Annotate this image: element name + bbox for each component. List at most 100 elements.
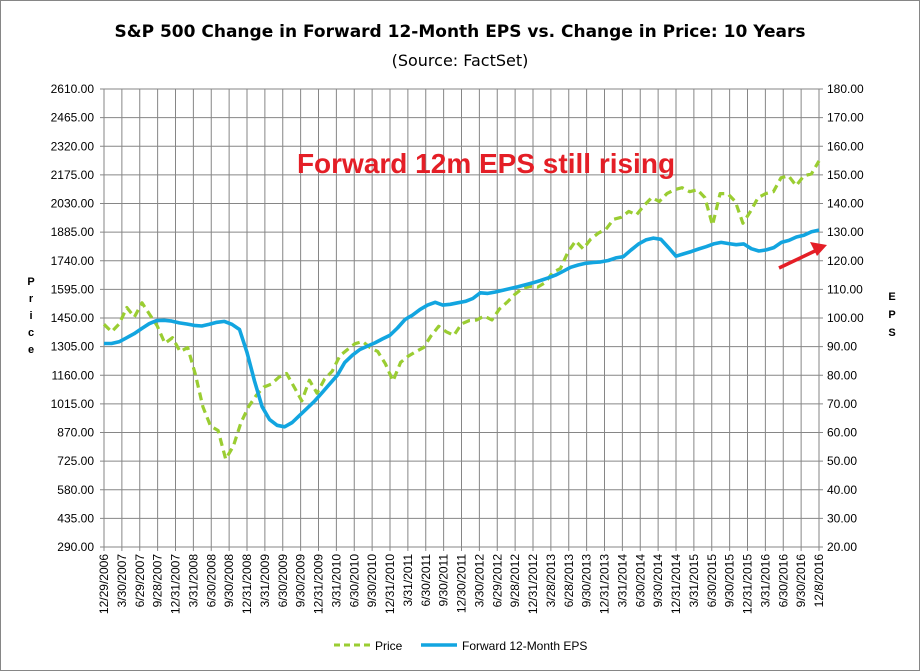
x-tick-label: 12/31/2015 — [741, 554, 755, 614]
x-tick-label: 3/31/2014 — [615, 554, 629, 608]
right-tick-label: 130.00 — [827, 225, 864, 239]
x-tick-label: 3/31/2008 — [186, 554, 200, 608]
left-axis-title-letter: i — [29, 310, 32, 322]
x-tick-label: 9/30/2008 — [222, 554, 236, 608]
x-tick-label: 12/31/2007 — [169, 554, 183, 614]
eps-series-line — [104, 228, 820, 429]
right-tick-label: 110.00 — [827, 282, 863, 296]
left-tick-label: 1885.00 — [51, 225, 95, 239]
left-tick-label: 1305.00 — [51, 340, 95, 354]
right-tick-label: 180.00 — [827, 82, 864, 96]
right-tick-label: 170.00 — [827, 111, 864, 125]
right-tick-label: 20.00 — [827, 540, 857, 554]
right-tick-label: 120.00 — [827, 254, 864, 268]
left-axis-labels: 2610.00 2465.00 2320.00 2175.00 2030.00 1885.… — [51, 82, 95, 554]
x-tick-label: 3/31/2010 — [329, 554, 343, 608]
x-tick-label: 12/31/2012 — [526, 554, 540, 614]
x-tick-label: 9/30/2010 — [365, 554, 379, 608]
x-tick-label: 6/30/2016 — [776, 554, 790, 608]
x-tick-label: 9/30/2015 — [723, 554, 737, 608]
right-tick-label: 30.00 — [827, 511, 857, 525]
right-axis-labels: 180.00 170.00 160.00 150.00 140.00 130.00 120.… — [827, 82, 864, 554]
left-tick-label: 725.00 — [57, 454, 94, 468]
right-tick-label: 50.00 — [827, 454, 857, 468]
left-tick-label: 2465.00 — [51, 111, 95, 125]
right-tick-label: 90.00 — [827, 340, 857, 354]
left-tick-label: 1450.00 — [51, 311, 95, 325]
x-tick-label: 3/31/2016 — [758, 554, 772, 608]
x-tick-label: 3/28/2013 — [544, 554, 558, 608]
right-tick-label: 70.00 — [827, 397, 857, 411]
right-tick-label: 100.00 — [827, 311, 864, 325]
left-tick-label: 435.00 — [57, 511, 94, 525]
x-tick-label: 3/31/2015 — [687, 554, 701, 608]
right-axis-title: EPS — [888, 291, 895, 339]
price-series-line — [102, 160, 821, 461]
x-tick-label: 9/30/2013 — [580, 554, 594, 608]
left-axis-title-letter: e — [28, 344, 34, 356]
right-tick-label: 40.00 — [827, 483, 857, 497]
x-tick-label: 12/31/2009 — [312, 554, 326, 614]
chart-subtitle: (Source: FactSet) — [392, 51, 529, 70]
x-tick-label: 6/30/2011 — [419, 554, 433, 607]
x-tick-label: 6/29/2012 — [490, 554, 504, 608]
x-tick-label: 12/31/2013 — [598, 554, 612, 614]
x-tick-label: 6/30/2010 — [347, 554, 361, 608]
legend-eps-label: Forward 12-Month EPS — [462, 639, 587, 653]
right-axis-title-letter: E — [888, 291, 895, 303]
x-tick-label: 12/29/2006 — [97, 554, 111, 614]
left-tick-label: 1015.00 — [51, 397, 95, 411]
left-tick-label: 1160.00 — [52, 368, 95, 382]
x-tick-label: 12/31/2014 — [669, 554, 683, 614]
x-tick-label: 6/30/2008 — [204, 554, 218, 608]
right-tick-label: 140.00 — [827, 197, 864, 211]
right-axis-title-letter: S — [888, 327, 895, 339]
left-tick-label: 580.00 — [57, 483, 94, 497]
left-axis-title-letter: P — [27, 276, 34, 288]
left-tick-label: 1595.00 — [51, 282, 95, 296]
x-tick-label: 3/30/2012 — [472, 554, 486, 608]
x-tick-label: 12/8/2016 — [812, 554, 826, 608]
left-axis-title-letter: r — [29, 293, 34, 305]
x-tick-label: 12/31/2008 — [240, 554, 254, 614]
left-axis-title: Price — [27, 276, 34, 356]
legend: Price Forward 12-Month EPS — [334, 639, 587, 653]
x-tick-label: 3/31/2011 — [401, 554, 415, 607]
right-tick-label: 150.00 — [827, 168, 864, 182]
left-tick-label: 870.00 — [57, 426, 94, 440]
left-tick-label: 1740.00 — [51, 254, 95, 268]
chart-title: S&P 500 Change in Forward 12-Month EPS v… — [115, 22, 806, 42]
x-axis-labels: 12/29/2006 3/30/2007 6/29/2007 9/28/2007 12/… — [97, 554, 826, 614]
annotation-text: Forward 12m EPS still rising — [297, 148, 675, 179]
legend-price-label: Price — [375, 639, 403, 653]
x-tick-label: 9/30/2016 — [794, 554, 808, 608]
x-tick-label: 9/30/2011 — [437, 554, 451, 607]
x-tick-label: 9/28/2012 — [508, 554, 522, 608]
left-tick-label: 2030.00 — [51, 197, 95, 211]
annotation-arrow — [778, 242, 827, 270]
right-axis-title-letter: P — [888, 309, 895, 321]
x-tick-label: 6/30/2009 — [276, 554, 290, 608]
x-tick-label: 6/28/2013 — [562, 554, 576, 608]
x-tick-label: 12/30/2011 — [455, 554, 469, 613]
left-tick-label: 2175.00 — [51, 168, 95, 182]
x-tick-label: 9/28/2007 — [151, 554, 165, 608]
right-tick-label: 80.00 — [827, 368, 857, 382]
x-tick-label: 6/30/2014 — [633, 554, 647, 608]
right-tick-label: 160.00 — [827, 139, 864, 153]
left-tick-label: 2610.00 — [51, 82, 95, 96]
left-tick-label: 290.00 — [57, 540, 94, 554]
x-tick-label: 6/29/2007 — [133, 554, 147, 608]
left-axis-title-letter: c — [28, 327, 34, 339]
left-tick-label: 2320.00 — [51, 139, 95, 153]
axis-ticks — [100, 88, 823, 551]
x-tick-label: 3/31/2009 — [258, 554, 272, 608]
x-tick-label: 9/30/2009 — [294, 554, 308, 608]
x-tick-label: 6/30/2015 — [705, 554, 719, 608]
right-tick-label: 60.00 — [827, 426, 857, 440]
x-tick-label: 3/30/2007 — [115, 554, 129, 608]
x-tick-label: 9/30/2014 — [651, 554, 665, 608]
x-tick-label: 12/31/2010 — [383, 554, 397, 614]
